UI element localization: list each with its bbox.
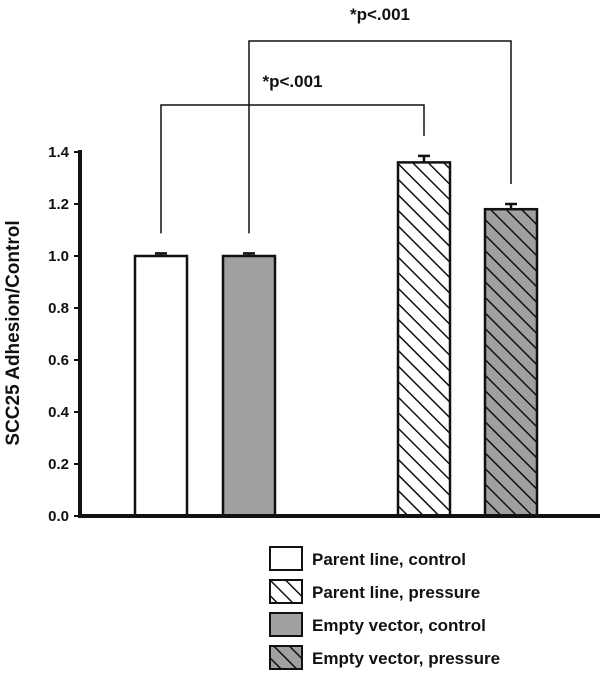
significance-brackets: *p<.001 *p<.001: [160, 5, 512, 234]
y-tick-label: 0.2: [48, 456, 69, 473]
y-tick-label: 0.4: [48, 404, 70, 421]
legend-swatch: [269, 612, 303, 637]
legend-swatch: [269, 546, 303, 571]
significance-bracket: [248, 40, 512, 234]
y-tick-label: 0.6: [48, 352, 69, 369]
bar-parent-line-control: [133, 254, 189, 518]
y-axis-label: SCC25 Adhesion/Control: [3, 220, 24, 445]
bar-empty-vector-pressure: [483, 207, 539, 518]
bar-empty-vector-control: [221, 254, 277, 518]
y-tick-label: 1.2: [48, 196, 69, 213]
significance-bracket: [160, 104, 425, 234]
legend-swatch: [269, 645, 303, 670]
legend-label: Parent line, control: [312, 550, 466, 569]
legend-swatch: [269, 579, 303, 604]
legend-label: Empty vector, pressure: [312, 649, 500, 668]
legend-label: Parent line, pressure: [312, 583, 480, 602]
legend: Parent line, control Parent line, pressur…: [269, 546, 500, 670]
bars: [133, 154, 539, 518]
significance-label: *p<.001: [350, 5, 410, 24]
y-tick-label: 1.4: [48, 144, 70, 161]
significance-label: *p<.001: [262, 72, 322, 91]
y-tick-label: 0.0: [48, 508, 69, 525]
legend-label: Empty vector, control: [312, 616, 486, 635]
y-axis-ticks: 0.0 0.2 0.4 0.6 0.8 1.0 1.2 1.4: [48, 144, 80, 525]
y-tick-label: 0.8: [48, 300, 69, 317]
y-tick-label: 1.0: [48, 248, 69, 265]
bar-parent-line-pressure: [396, 161, 452, 518]
